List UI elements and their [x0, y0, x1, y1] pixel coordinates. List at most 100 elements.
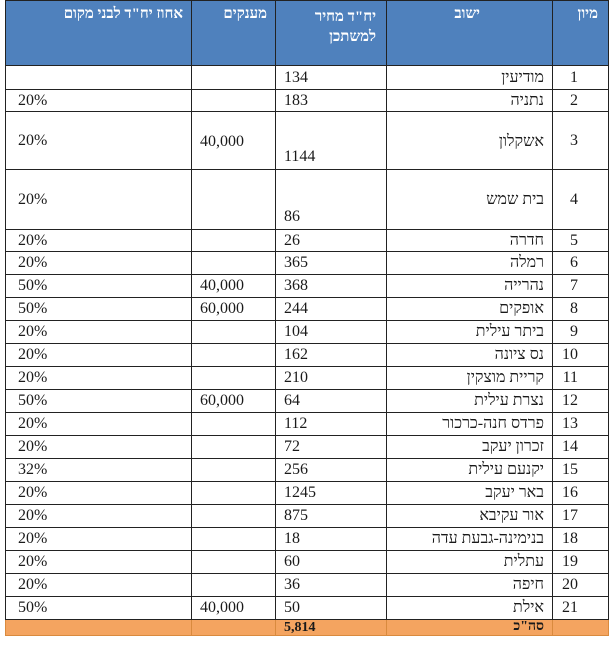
price-cell: 134 [275, 65, 387, 90]
table-row: 20% 26 חדרה 5 [5, 229, 609, 252]
grant-cell [191, 320, 276, 344]
rank-cell: 15 [552, 458, 609, 482]
price-cell: 50 [275, 596, 387, 620]
city-cell: אשקלון [386, 111, 553, 170]
grant-cell [191, 527, 276, 551]
grant-cell [191, 573, 276, 597]
local-pct-cell: 20% [5, 343, 192, 367]
local-pct-cell: 20% [5, 251, 192, 275]
city-cell: נתניה [386, 89, 553, 112]
local-pct-cell: 20% [5, 89, 192, 112]
header-grants: מענקים [191, 0, 276, 66]
rank-cell: 20 [552, 573, 609, 597]
header-price: יח"ד מחיר למשתכן [275, 0, 387, 66]
table-row: 20% 112 פרדס חנה-כרכור 13 [5, 412, 609, 436]
price-cell: 1245 [275, 481, 387, 505]
local-pct-cell: 20% [5, 527, 192, 551]
rank-cell: 7 [552, 274, 609, 298]
header-rank: מיון [552, 0, 609, 66]
price-cell: 36 [275, 573, 387, 597]
local-pct-cell: 50% [5, 274, 192, 298]
local-pct-cell: 20% [5, 320, 192, 344]
local-pct-cell: 20% [5, 435, 192, 459]
local-pct-cell: 50% [5, 596, 192, 620]
total-grant-cell [191, 619, 276, 636]
local-pct-cell: 50% [5, 297, 192, 321]
local-pct-cell: 20% [5, 111, 192, 170]
total-label-cell: סה"כ [386, 619, 553, 636]
rank-cell: 8 [552, 297, 609, 321]
header-city: ישוב [386, 0, 553, 66]
total-rank-cell [552, 619, 609, 636]
table-row: 20% 875 אור עקיבא 17 [5, 504, 609, 528]
local-pct-cell: 20% [5, 169, 192, 230]
price-cell: 162 [275, 343, 387, 367]
city-cell: נס ציונה [386, 343, 553, 367]
header-row: אחוז יח"ד לבני מקום מענקים יח"ד מחיר למש… [5, 0, 609, 66]
grant-cell [191, 89, 276, 112]
grant-cell [191, 412, 276, 436]
total-pct-cell [5, 619, 192, 636]
table-row: 20% 72 זכרון יעקב 14 [5, 435, 609, 459]
grant-cell: 60,000 [191, 389, 276, 413]
grant-cell [191, 251, 276, 275]
grant-cell: 40,000 [191, 274, 276, 298]
rank-cell: 21 [552, 596, 609, 620]
city-cell: חיפה [386, 573, 553, 597]
grant-cell [191, 169, 276, 230]
city-cell: קריית מוצקין [386, 366, 553, 390]
price-cell: 26 [275, 229, 387, 252]
rank-cell: 2 [552, 89, 609, 112]
table-row: 20% 104 ביתר עילית 9 [5, 320, 609, 344]
city-cell: בית שמש [386, 169, 553, 230]
price-cell: 104 [275, 320, 387, 344]
rank-cell: 13 [552, 412, 609, 436]
table-row: 20% 60 עתלית 19 [5, 550, 609, 574]
rank-cell: 17 [552, 504, 609, 528]
rank-cell: 1 [552, 65, 609, 90]
table-row: 50% 60,000 64 נצרת עילית 12 [5, 389, 609, 413]
city-housing-table: אחוז יח"ד לבני מקום מענקים יח"ד מחיר למש… [5, 0, 609, 636]
rank-cell: 9 [552, 320, 609, 344]
price-cell: 18 [275, 527, 387, 551]
local-pct-cell: 20% [5, 481, 192, 505]
rank-cell: 6 [552, 251, 609, 275]
city-cell: אור עקיבא [386, 504, 553, 528]
local-pct-cell: 32% [5, 458, 192, 482]
local-pct-cell [5, 65, 192, 90]
local-pct-cell: 20% [5, 229, 192, 252]
city-cell: אופקים [386, 297, 553, 321]
grant-cell: 40,000 [191, 596, 276, 620]
city-cell: נהרייה [386, 274, 553, 298]
local-pct-cell: 20% [5, 412, 192, 436]
header-local-pct: אחוז יח"ד לבני מקום [5, 0, 192, 66]
table-row: 50% 40,000 368 נהרייה 7 [5, 274, 609, 298]
rank-cell: 16 [552, 481, 609, 505]
city-cell: בנימינה-גבעת עדה [386, 527, 553, 551]
table-row: 20% 183 נתניה 2 [5, 89, 609, 112]
local-pct-cell: 20% [5, 573, 192, 597]
rank-cell: 10 [552, 343, 609, 367]
price-cell: 368 [275, 274, 387, 298]
rank-cell: 12 [552, 389, 609, 413]
table-row: 50% 40,000 50 אילת 21 [5, 596, 609, 620]
price-cell: 183 [275, 89, 387, 112]
grant-cell [191, 65, 276, 90]
price-cell: 1144 [275, 111, 387, 170]
rank-cell: 3 [552, 111, 609, 170]
price-cell: 60 [275, 550, 387, 574]
rank-cell: 19 [552, 550, 609, 574]
city-cell: ביתר עילית [386, 320, 553, 344]
local-pct-cell: 50% [5, 389, 192, 413]
city-cell: יקנעם עילית [386, 458, 553, 482]
table-row: 20% 86 בית שמש 4 [5, 169, 609, 230]
rank-cell: 14 [552, 435, 609, 459]
city-cell: חדרה [386, 229, 553, 252]
table-row: 20% 18 בנימינה-גבעת עדה 18 [5, 527, 609, 551]
price-cell: 64 [275, 389, 387, 413]
grant-cell [191, 550, 276, 574]
table-row: 134 מודיעין 1 [5, 65, 609, 90]
city-cell: מודיעין [386, 65, 553, 90]
price-cell: 875 [275, 504, 387, 528]
table-row: 32% 256 יקנעם עילית 15 [5, 458, 609, 482]
